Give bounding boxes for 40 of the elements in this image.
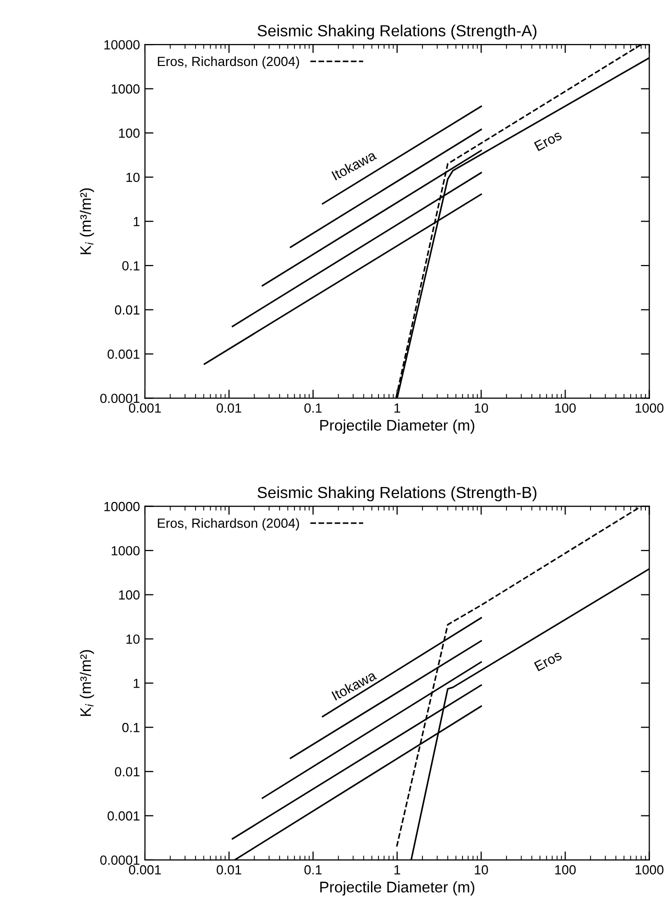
y-tick-label: 1 [134, 217, 140, 226]
x-tick-label: 10 [474, 403, 488, 413]
y-tick-label: 0.1 [122, 722, 140, 732]
x-tick-label: 100 [555, 865, 576, 874]
y-tick-label: 10000 [104, 502, 140, 512]
y-tick-label: 10 [126, 634, 140, 644]
x-tick-label: 1 [394, 403, 400, 413]
y-axis-title: K$_{i}$ (m³/m²) [80, 188, 94, 254]
annotation: Eros [534, 130, 562, 152]
x-tick-label: 10 [474, 865, 488, 874]
chart-title: Seismic Shaking Relations (Strength-A) [258, 24, 536, 40]
y-tick-label: 0.01 [114, 767, 140, 776]
legend-label: Eros, Richardson (2004) [158, 518, 300, 530]
y-tick-label: 10 [126, 172, 140, 182]
x-tick-label: 0.01 [216, 403, 242, 413]
y-tick-label: 0.0001 [100, 855, 140, 865]
legend-label: Eros, Richardson (2004) [158, 56, 300, 69]
y-tick-label: 0.01 [114, 305, 140, 315]
y-tick-label: 0.1 [122, 261, 140, 270]
y-tick-label: 0.001 [108, 811, 140, 821]
y-axis-title: K$_{i}$ (m³/m²) [80, 650, 94, 716]
y-tick-label: 1000 [112, 84, 140, 94]
x-tick-label: 100 [555, 403, 576, 413]
x-tick-label: 0.1 [304, 865, 322, 874]
chart-title: Seismic Shaking Relations (Strength-B) [258, 486, 536, 502]
y-tick-label: 1 [134, 678, 140, 688]
y-tick-label: 10000 [104, 40, 140, 50]
x-tick-label: 0.01 [216, 865, 242, 874]
y-tick-label: 100 [119, 128, 140, 138]
annotation: Eros [534, 650, 562, 672]
y-tick-label: 100 [119, 590, 140, 600]
y-tick-label: 1000 [112, 546, 140, 556]
x-tick-label: 0.1 [304, 403, 322, 413]
x-axis-title: Projectile Diameter (m) [320, 419, 474, 434]
y-tick-label: 0.001 [108, 350, 140, 359]
y-tick-label: 0.0001 [100, 394, 140, 404]
x-axis-title: Projectile Diameter (m) [320, 881, 474, 896]
x-tick-label: 1000 [636, 865, 664, 874]
x-tick-label: 1000 [636, 403, 664, 413]
x-tick-label: 1 [394, 865, 400, 874]
